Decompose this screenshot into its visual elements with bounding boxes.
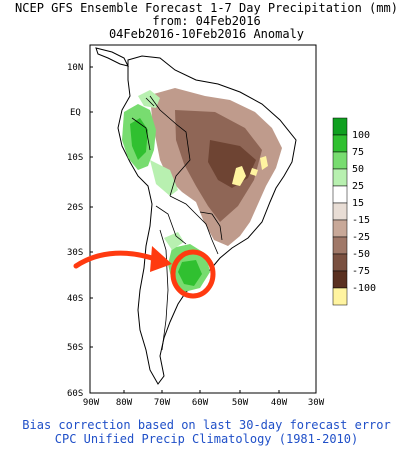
lon-label: 60W	[192, 398, 209, 408]
lat-label: 10N	[67, 63, 83, 73]
legend-label: -15	[352, 215, 370, 226]
lat-label: 10S	[67, 153, 83, 163]
lat-label: 20S	[67, 203, 83, 213]
highlight-annotation	[73, 246, 216, 299]
legend-label: -50	[352, 249, 370, 260]
lat-label: 40S	[67, 294, 83, 304]
lat-label: EQ	[70, 108, 81, 118]
extreme-dry-spot	[232, 166, 246, 186]
legend-swatch	[332, 185, 348, 204]
lon-label: 50W	[232, 398, 249, 408]
annotation-circle	[170, 249, 216, 299]
legend-swatch	[332, 134, 348, 153]
wet-anomaly-core	[178, 260, 202, 286]
arrow-head-icon	[150, 246, 172, 272]
forecast-period: 04Feb2016-10Feb2016 Anomaly	[108, 27, 305, 41]
legend-swatch	[332, 270, 348, 289]
map-ticks	[90, 66, 280, 393]
legend-swatch	[332, 168, 348, 187]
lon-label: 90W	[83, 398, 100, 408]
legend-label: 75	[352, 147, 364, 158]
bias-correction-note: Bias correction based on last 30-day for…	[22, 418, 391, 432]
legend-swatch	[332, 219, 348, 238]
wet-anomaly-light	[164, 232, 184, 250]
legend-swatch	[332, 117, 348, 136]
extreme-dry-spot	[260, 156, 268, 170]
longitude-labels: 90W 80W 70W 60W 50W 40W 30W	[83, 398, 325, 408]
lon-label: 80W	[116, 398, 133, 408]
legend-label: 25	[352, 181, 364, 192]
wet-anomaly-light	[138, 90, 160, 108]
latitude-labels: 10N EQ 10S 20S 30S 40S 50S 60S	[67, 63, 83, 399]
legend-label: 50	[352, 164, 364, 175]
color-legend: 100 75 50 25 15 -15 -25 -50 -75 -100	[332, 117, 376, 306]
lon-label: 30W	[308, 398, 325, 408]
legend-label: 100	[352, 130, 370, 141]
extreme-dry-spot	[250, 168, 258, 176]
country-borders	[131, 95, 223, 351]
legend-swatch	[332, 287, 348, 306]
lon-label: 40W	[271, 398, 288, 408]
legend-label: -75	[352, 266, 370, 277]
climatology-note: CPC Unified Precip Climatology (1981-201…	[54, 432, 359, 446]
lat-label: 50S	[67, 343, 83, 353]
wet-anomaly-light	[150, 160, 178, 196]
legend-swatch	[332, 151, 348, 170]
forecast-start-date: from: 04Feb2016	[152, 14, 261, 28]
wet-anomaly-core	[130, 118, 148, 160]
central-america	[95, 47, 129, 67]
annotation-arrow	[73, 250, 161, 269]
lat-label: 60S	[67, 389, 83, 399]
legend-label: -100	[352, 283, 376, 294]
legend-swatch	[332, 202, 348, 221]
legend-swatch	[332, 236, 348, 255]
legend-swatch	[332, 253, 348, 272]
lat-label: 30S	[67, 248, 83, 258]
legend-label: 15	[352, 198, 364, 209]
legend-label: -25	[352, 232, 370, 243]
lon-label: 70W	[154, 398, 171, 408]
map-title: NCEP GFS Ensemble Forecast 1-7 Day Preci…	[15, 1, 398, 15]
